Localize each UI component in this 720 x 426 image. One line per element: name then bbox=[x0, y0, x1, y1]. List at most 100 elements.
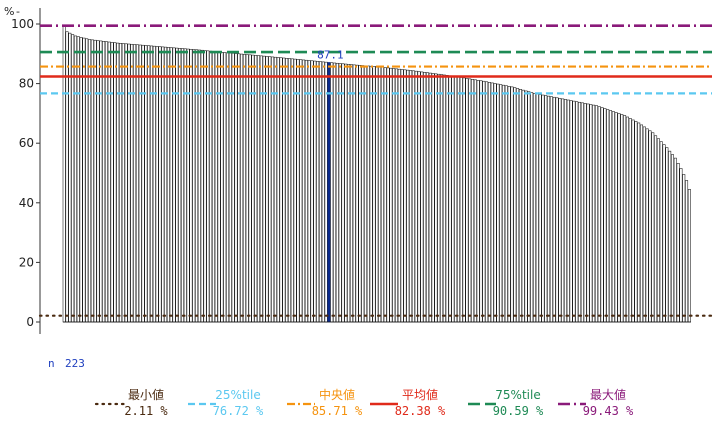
bar bbox=[440, 74, 444, 323]
bar bbox=[96, 40, 100, 323]
bar bbox=[104, 41, 108, 323]
bar bbox=[417, 71, 421, 323]
bar bbox=[138, 44, 142, 323]
bar bbox=[628, 118, 632, 323]
bar bbox=[437, 73, 441, 323]
bar bbox=[420, 71, 424, 323]
bar bbox=[431, 73, 435, 323]
bar bbox=[158, 46, 162, 323]
bar bbox=[288, 58, 291, 323]
legend: 最小値 2.11 % 25%tile 76.72 % 中央値 85.71 % 平均値 82.3… bbox=[94, 387, 634, 418]
bar bbox=[349, 64, 353, 323]
bar bbox=[150, 45, 153, 323]
bar bbox=[541, 94, 545, 323]
bar bbox=[313, 60, 317, 323]
bar bbox=[403, 69, 407, 323]
bar bbox=[572, 100, 576, 323]
y-unit-dash: - bbox=[16, 5, 20, 18]
bar bbox=[603, 108, 607, 323]
bar bbox=[620, 114, 624, 323]
n-count: 223 bbox=[65, 357, 85, 370]
bar bbox=[335, 62, 339, 323]
bar bbox=[316, 61, 320, 323]
bar bbox=[682, 174, 686, 323]
bar bbox=[364, 65, 368, 323]
bar bbox=[600, 107, 604, 323]
bar bbox=[569, 100, 573, 323]
bar bbox=[172, 47, 176, 323]
bar bbox=[302, 59, 306, 323]
highlight-value-label: 87.1 bbox=[317, 48, 344, 61]
bar bbox=[668, 150, 672, 323]
bar bbox=[563, 99, 567, 323]
bar bbox=[499, 84, 503, 323]
bar bbox=[687, 189, 691, 323]
bar bbox=[330, 62, 334, 323]
bar bbox=[389, 67, 393, 323]
bar bbox=[496, 83, 500, 323]
bar bbox=[181, 48, 184, 323]
bar bbox=[257, 55, 261, 323]
bar bbox=[333, 62, 337, 323]
bar bbox=[409, 70, 413, 323]
bar bbox=[586, 103, 590, 323]
bar bbox=[558, 98, 562, 323]
bar bbox=[482, 80, 486, 323]
bar bbox=[127, 43, 131, 323]
y-unit-label: % bbox=[4, 5, 14, 18]
legend-value-min: 2.11 % bbox=[124, 404, 168, 418]
bar bbox=[116, 42, 120, 323]
y-tick-label: 20 bbox=[19, 255, 34, 269]
bar bbox=[380, 66, 384, 323]
bar bbox=[164, 46, 168, 323]
bar bbox=[468, 78, 472, 323]
bar bbox=[99, 40, 103, 323]
bar bbox=[471, 79, 475, 323]
bar bbox=[614, 112, 618, 323]
legend-label-min: 最小値 bbox=[128, 387, 164, 402]
n-label: n bbox=[48, 357, 55, 370]
bar bbox=[479, 80, 483, 323]
bar bbox=[107, 41, 111, 323]
bar bbox=[411, 70, 415, 323]
legend-value-median: 85.71 % bbox=[312, 404, 363, 418]
bar bbox=[513, 87, 517, 323]
bars-layer bbox=[62, 25, 691, 323]
bar bbox=[623, 115, 627, 323]
bar bbox=[290, 58, 294, 323]
bar bbox=[518, 89, 522, 323]
bar bbox=[299, 59, 303, 323]
bar bbox=[310, 60, 314, 323]
bar bbox=[527, 91, 531, 323]
bar bbox=[318, 61, 322, 323]
bar bbox=[189, 48, 193, 323]
bar bbox=[133, 44, 137, 323]
bar bbox=[538, 94, 542, 323]
bar bbox=[679, 168, 683, 323]
bar bbox=[651, 132, 655, 323]
bar bbox=[386, 67, 390, 323]
highlighted-bar bbox=[327, 62, 331, 323]
bar bbox=[487, 82, 491, 323]
bar bbox=[324, 61, 328, 323]
bar bbox=[637, 122, 641, 323]
bar bbox=[392, 68, 396, 323]
bar bbox=[400, 69, 404, 323]
bar bbox=[338, 63, 342, 323]
bar bbox=[200, 49, 204, 323]
bar bbox=[580, 102, 584, 323]
bar bbox=[76, 36, 80, 323]
y-tick-label: 60 bbox=[19, 136, 34, 150]
bar bbox=[533, 93, 536, 323]
bar bbox=[426, 72, 429, 323]
bar bbox=[248, 54, 252, 323]
bar bbox=[459, 77, 463, 323]
legend-value-max: 99.43 % bbox=[583, 404, 634, 418]
legend-label-mean: 平均値 bbox=[402, 387, 438, 402]
bar bbox=[609, 110, 613, 323]
bar bbox=[265, 56, 269, 323]
bar bbox=[85, 38, 89, 323]
bar bbox=[645, 128, 649, 323]
bar bbox=[521, 89, 525, 323]
